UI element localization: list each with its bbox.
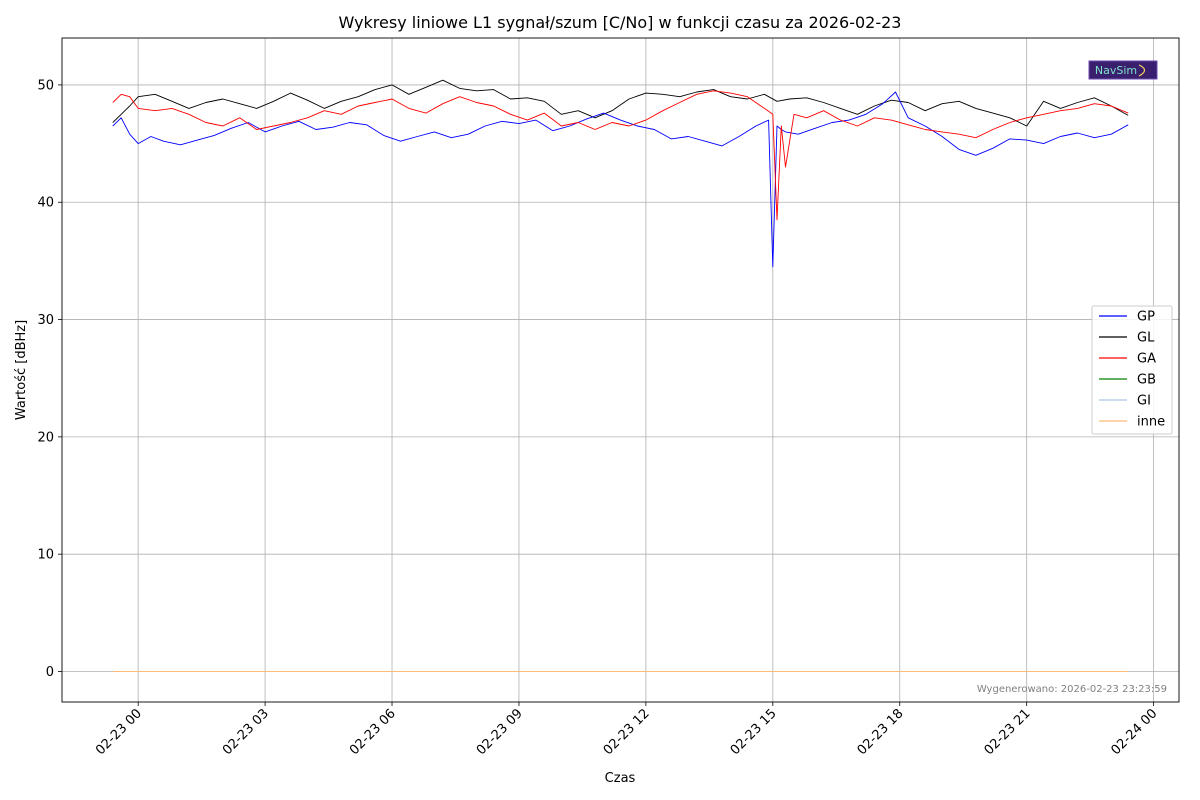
x-tick-label: 02-23 15	[728, 706, 780, 758]
legend-label-gp: GP	[1137, 310, 1155, 325]
legend-label-gb: GB	[1137, 373, 1156, 388]
legend-label-inne: inne	[1137, 415, 1165, 430]
y-axis-label: Wartość [dBHz]	[14, 320, 29, 420]
legend: GP GL GA GB GI inne	[1091, 305, 1173, 435]
x-tick-label: 02-23 09	[474, 706, 526, 758]
legend-label-gi: GI	[1137, 394, 1151, 409]
navsim-logo: NavSim	[1088, 60, 1158, 80]
legend-box	[1091, 305, 1173, 435]
x-axis-label: Czas	[605, 771, 636, 786]
y-tick-label: 40	[37, 196, 54, 211]
generated-note: Wygenerowano: 2026-02-23 23:23:59	[977, 684, 1167, 695]
plot-frame	[61, 37, 1180, 703]
series-line-gl	[112, 79, 1129, 127]
x-tick-label: 02-23 06	[347, 706, 399, 758]
y-tick-label: 0	[46, 665, 54, 680]
grid-layer	[62, 38, 1179, 702]
y-tick-label: 20	[37, 430, 54, 445]
y-tick-layer: 0 10 20 30 40 50	[37, 78, 62, 680]
series-line-gp	[112, 91, 1129, 268]
legend-label-ga: GA	[1137, 352, 1156, 367]
series-layer	[112, 79, 1129, 672]
y-tick-label: 50	[37, 78, 54, 93]
x-tick-layer: 02-23 00 02-23 03 02-23 06 02-23 09 02-23 12…	[93, 702, 1160, 758]
x-tick-label: 02-23 12	[601, 706, 653, 758]
logo-text: NavSim	[1095, 64, 1137, 77]
x-tick-label: 02-23 00	[93, 706, 145, 758]
x-tick-label: 02-24 00	[1109, 706, 1161, 758]
y-tick-label: 30	[37, 313, 54, 328]
legend-label-gl: GL	[1137, 331, 1155, 346]
series-line-ga	[112, 90, 1129, 221]
chart-title: Wykresy liniowe L1 sygnał/szum [C/No] w …	[339, 13, 902, 32]
x-tick-label: 02-23 03	[220, 706, 272, 758]
x-tick-label: 02-23 21	[982, 706, 1034, 758]
y-tick-label: 10	[37, 548, 54, 563]
x-tick-label: 02-23 18	[855, 706, 907, 758]
